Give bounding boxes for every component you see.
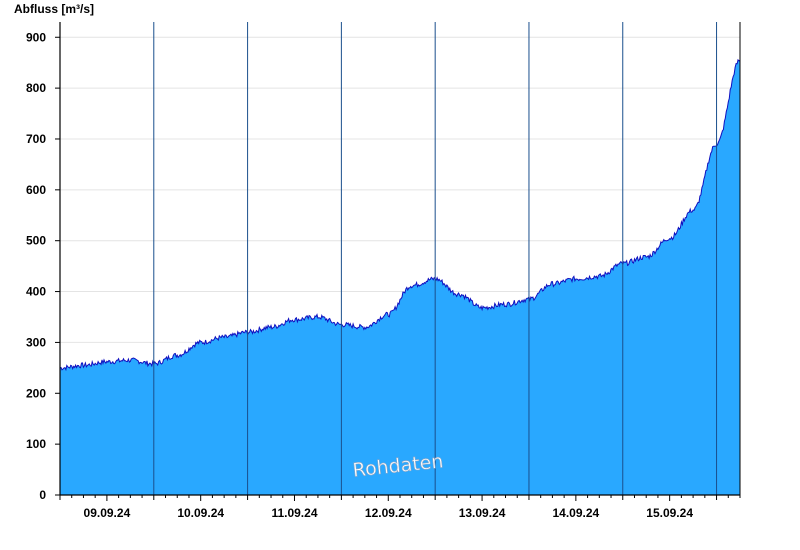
y-tick-label: 600 [26,183,46,197]
y-tick-label: 900 [26,30,46,44]
y-tick-label: 300 [26,335,46,349]
x-tick-label: 11.09.24 [271,506,317,520]
x-tick-label: 15.09.24 [646,506,693,520]
axes [55,22,741,501]
y-tick-label: 200 [26,386,46,400]
x-tick-labels: 09.09.24 10.09.24 11.09.24 12.09.24 13.09.24… [84,506,694,520]
x-tick-label: 10.09.24 [177,506,224,520]
x-tick-label: 14.09.24 [553,506,600,520]
y-tick-label: 400 [26,285,46,299]
x-tick-label: 09.09.24 [84,506,131,520]
y-tick-labels: 0 100 200 300 400 500 600 700 800 900 [26,30,46,502]
y-tick-label: 0 [39,488,46,502]
day-separators [153,22,718,495]
y-tick-label: 100 [26,437,46,451]
discharge-line [59,58,741,372]
discharge-area [60,59,740,496]
plot-area [59,58,741,496]
y-tick-label: 800 [26,81,46,95]
x-tick-label: 13.09.24 [459,506,506,520]
x-tick-label: 12.09.24 [365,506,412,520]
y-axis-label: Abfluss [m³/s] [14,2,94,16]
y-tick-label: 500 [26,234,46,248]
y-tick-label: 700 [26,132,46,146]
